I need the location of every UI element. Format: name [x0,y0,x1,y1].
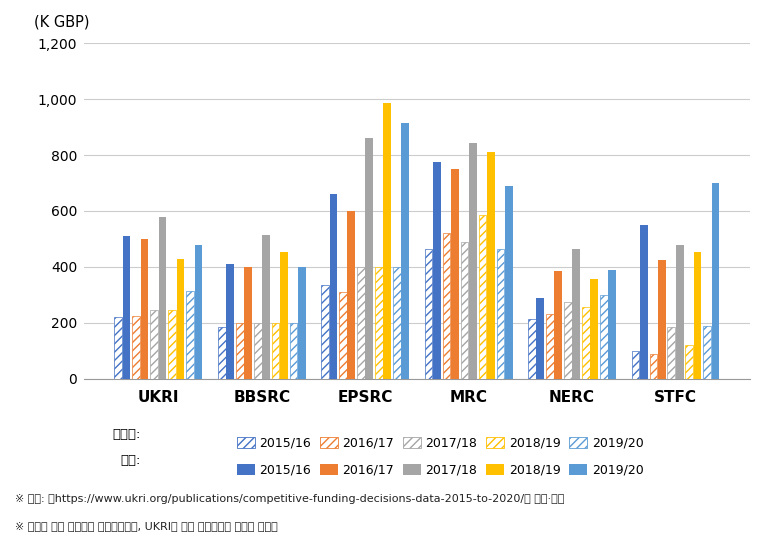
Bar [339,292,347,379]
Legend: 2015/16, 2016/17, 2017/18, 2018/19, 2019/20: 2015/16, 2016/17, 2017/18, 2018/19, 2019… [237,464,643,477]
Bar [393,267,401,379]
Bar [487,153,495,379]
Bar [443,233,451,379]
Bar [564,302,571,379]
Bar [151,310,158,379]
Bar [572,249,580,379]
Bar [461,242,468,379]
Bar [469,142,477,379]
Bar [433,162,441,379]
Bar [694,252,702,379]
Bar [711,183,719,379]
Bar [218,327,226,379]
Bar [244,267,252,379]
Bar [555,271,562,379]
Bar [357,267,365,379]
Bar [298,267,306,379]
Bar [658,260,666,379]
Bar [226,264,234,379]
Bar [546,314,554,379]
Bar [236,323,243,379]
Bar [383,103,391,379]
Bar [703,326,711,379]
Bar [600,295,607,379]
Bar [375,267,383,379]
Bar [290,323,298,379]
Bar [632,351,640,379]
Bar [536,298,544,379]
Text: ※ 이공학 분야 위원회만 기재하였으며, UKRI는 모든 하위기관의 평균을 나타냄: ※ 이공학 분야 위원회만 기재하였으며, UKRI는 모든 하위기관의 평균을… [15,522,278,531]
Bar [505,186,513,379]
Bar [321,285,329,379]
Bar [347,211,355,379]
Text: (K GBP): (K GBP) [34,15,90,30]
Bar [187,291,194,379]
Bar [649,354,657,379]
Bar [177,259,184,379]
Bar [591,280,598,379]
Bar [685,345,693,379]
Bar [122,236,131,379]
Text: ※ 출슸: 」https://www.ukri.org/publications/competitive-funding-decisions-data-2015: ※ 출슸: 」https://www.ukri.org/publications… [15,494,565,504]
Bar [608,270,616,379]
Bar [668,327,675,379]
Bar [280,252,288,379]
Bar [640,225,647,379]
Text: 중앙값:: 중앙값: [112,427,141,440]
Bar [272,323,279,379]
Bar [528,319,535,379]
Bar [132,316,140,379]
Text: 평균:: 평균: [120,454,141,467]
Bar [194,245,202,379]
Bar [168,310,176,379]
Bar [479,215,487,379]
Bar [366,138,373,379]
Bar [115,317,122,379]
Bar [158,216,166,379]
Bar [141,239,148,379]
Bar [402,123,409,379]
Bar [451,169,459,379]
Bar [425,249,432,379]
Bar [262,235,270,379]
Bar [330,194,337,379]
Bar [254,323,262,379]
Bar [496,249,504,379]
Bar [582,307,590,379]
Bar [675,245,683,379]
